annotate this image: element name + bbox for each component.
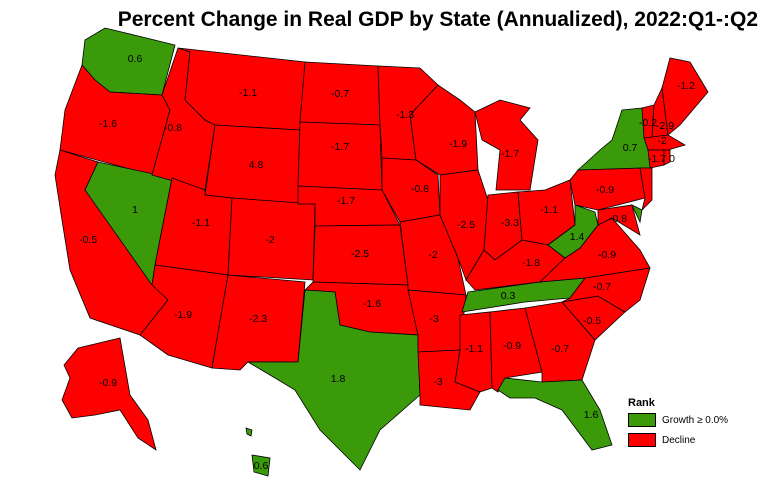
state-hi <box>245 427 271 477</box>
state-value-sc: -0.5 <box>583 315 601 327</box>
state-value-ms: -1.1 <box>465 343 483 355</box>
state-sd <box>297 121 383 191</box>
state-md <box>597 204 641 236</box>
state-value-wv: 1.4 <box>570 231 585 243</box>
legend-item-growth: Growth ≥ 0.0% <box>628 413 728 427</box>
state-value-ar: -3 <box>429 313 438 325</box>
state-value-co: -2 <box>265 234 274 246</box>
state-value-mo: -2 <box>428 249 437 261</box>
state-value-wa: 0.6 <box>128 53 143 65</box>
state-value-fl: 1.6 <box>584 409 599 421</box>
state-value-id: -0.8 <box>164 122 182 134</box>
state-value-la: -3 <box>433 376 442 388</box>
state-value-az: -1.9 <box>174 309 192 321</box>
state-value-ca: -0.5 <box>79 234 97 246</box>
legend-item-decline: Decline <box>628 433 728 447</box>
state-wi <box>409 84 479 176</box>
state-value-md: -0.8 <box>609 213 627 225</box>
state-value-il: -2.5 <box>457 219 475 231</box>
legend-label-decline: Decline <box>662 434 696 446</box>
state-value-mn: -1.3 <box>396 109 414 121</box>
state-tx <box>246 289 421 471</box>
state-value-nd: -0.7 <box>331 88 349 100</box>
state-value-me: -1.2 <box>677 80 695 92</box>
state-value-nv: 1 <box>132 204 138 216</box>
legend-label-growth: Growth ≥ 0.0% <box>662 414 729 426</box>
states-layer <box>54 27 709 477</box>
state-value-ne: -1.7 <box>337 195 355 207</box>
state-fl <box>497 377 613 451</box>
state-value-mi: -1.7 <box>501 148 519 160</box>
state-value-ks: -2.5 <box>351 248 369 260</box>
state-value-tx: 1.8 <box>331 373 346 385</box>
state-value-oh: -1.1 <box>540 204 558 216</box>
state-value-mt: -1.1 <box>239 87 257 99</box>
state-ma <box>643 134 686 151</box>
state-de <box>631 204 643 224</box>
legend-swatch-decline <box>628 433 656 447</box>
legend-swatch-growth <box>628 413 656 427</box>
state-value-nm: -2.3 <box>249 313 267 325</box>
state-value-ky: -1.8 <box>522 257 540 269</box>
state-value-ga: -0.7 <box>551 343 569 355</box>
state-value-ia: -0.8 <box>411 183 429 195</box>
state-value-ut: -1.1 <box>192 217 210 229</box>
state-value-ri: 0 <box>669 153 675 165</box>
state-value-wi: -1.9 <box>449 138 467 150</box>
state-ak <box>61 337 157 451</box>
state-value-ok: -1.6 <box>363 298 381 310</box>
state-value-tn: 0.3 <box>501 290 516 302</box>
state-value-pa: -0.9 <box>596 184 614 196</box>
state-value-al: -0.9 <box>503 340 521 352</box>
state-value-nh: -2.9 <box>656 120 674 132</box>
state-value-ct: -1.7 <box>648 153 666 165</box>
state-wv <box>547 204 599 259</box>
map-legend: Rank Growth ≥ 0.0% Decline <box>628 397 728 453</box>
state-value-ma: -2 <box>657 135 666 147</box>
state-ri <box>663 149 671 166</box>
state-value-labels: 0.6 -1.6 -0.5 1 -0.8 -1.1 4.8 -1.1 -1.9 -2 -2.3 -0.… <box>79 53 695 472</box>
state-value-or: -1.6 <box>99 118 117 130</box>
state-value-va: -0.9 <box>598 249 616 261</box>
state-value-wy: 4.8 <box>249 159 264 171</box>
state-value-ny: 0.7 <box>623 142 638 154</box>
state-value-hi: 0.6 <box>254 460 269 472</box>
state-value-nc: -0.7 <box>593 281 611 293</box>
state-value-vt: -0.2 <box>639 117 657 129</box>
state-value-sd: -1.7 <box>331 141 349 153</box>
state-value-in: -3.3 <box>501 217 519 229</box>
legend-title: Rank <box>628 397 655 409</box>
state-value-ak: -0.9 <box>99 377 117 389</box>
map-title: Percent Change in Real GDP by State (Ann… <box>117 8 758 31</box>
state-mi <box>474 99 539 191</box>
